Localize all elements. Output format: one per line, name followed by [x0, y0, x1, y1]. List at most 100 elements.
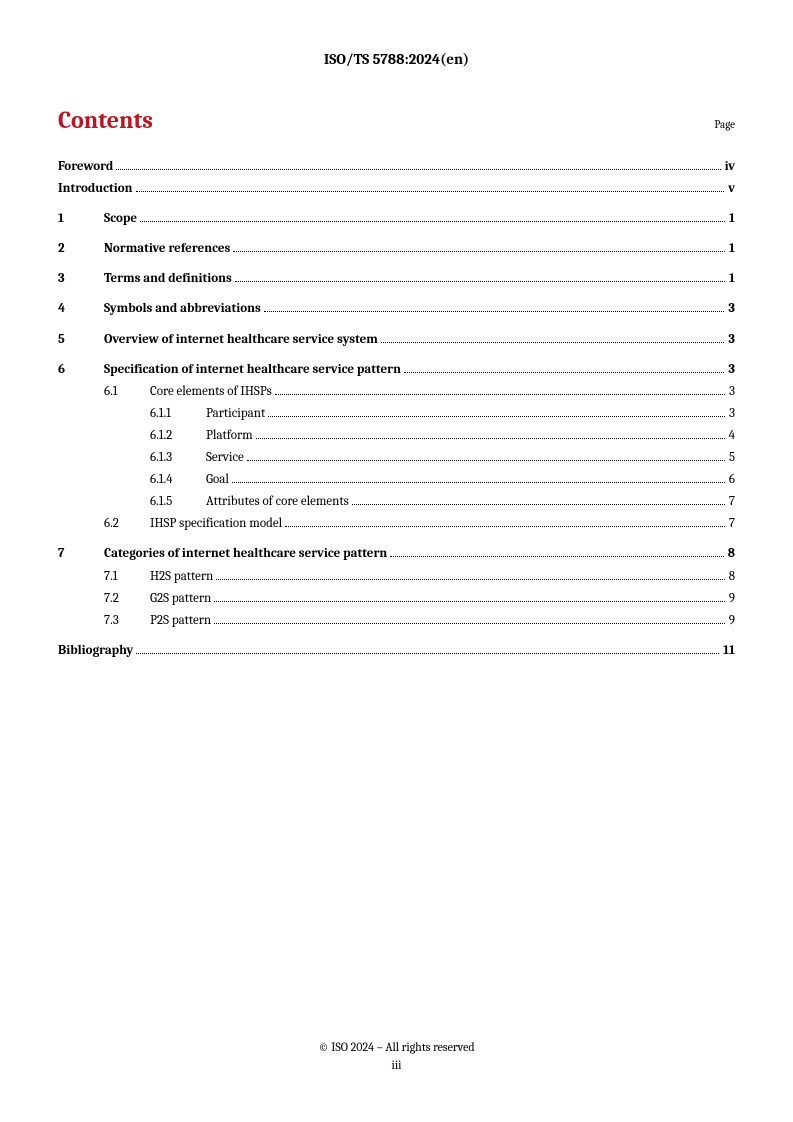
footer-copyright: © ISO 2024 – All rights reserved	[0, 1038, 793, 1056]
toc-number: 6.1.5	[150, 491, 206, 513]
toc-leader	[214, 623, 725, 624]
toc-title: Introduction	[58, 178, 133, 200]
toc-title: Scope	[104, 208, 137, 230]
toc-entry-6-1-2: 6.1.2 Platform 4	[58, 425, 735, 447]
toc-leader	[247, 460, 725, 461]
toc-number: 1	[58, 208, 104, 230]
toc-page: 11	[721, 640, 735, 662]
toc-page: 3	[726, 329, 735, 351]
toc-page: 3	[727, 403, 735, 425]
page-footer: © ISO 2024 – All rights reserved iii	[0, 1038, 793, 1074]
toc-title: Participant	[206, 403, 265, 425]
toc-leader	[136, 191, 725, 192]
toc-leader	[136, 653, 719, 654]
toc-page: 1	[727, 208, 735, 230]
toc-title: Platform	[206, 425, 253, 447]
toc-entry-7: 7 Categories of internet healthcare serv…	[58, 543, 735, 565]
footer-page-number: iii	[0, 1056, 793, 1074]
contents-heading: Contents	[58, 106, 153, 134]
toc-leader	[381, 342, 725, 343]
table-of-contents: Foreword iv Introduction v 1 Scope 1 2 N…	[58, 156, 735, 662]
toc-title: Categories of internet healthcare servic…	[104, 543, 387, 565]
toc-page: 3	[726, 359, 735, 381]
toc-page: 9	[727, 610, 735, 632]
toc-leader	[268, 416, 725, 417]
toc-number: 3	[58, 268, 104, 290]
toc-entry-7-2: 7.2 G2S pattern 9	[58, 588, 735, 610]
toc-number: 6.1.2	[150, 425, 206, 447]
toc-leader	[216, 579, 724, 580]
toc-number: 6.1.1	[150, 403, 206, 425]
toc-entry-7-3: 7.3 P2S pattern 9	[58, 610, 735, 632]
toc-title: Core elements of IHSPs	[150, 381, 272, 403]
toc-number: 6.1	[104, 381, 150, 403]
toc-title: Goal	[206, 469, 229, 491]
toc-title: Symbols and abbreviations	[104, 298, 261, 320]
toc-title: Terms and definitions	[104, 268, 232, 290]
toc-title: P2S pattern	[150, 610, 211, 632]
toc-page: 3	[727, 381, 735, 403]
toc-leader	[214, 601, 725, 602]
toc-entry-bibliography: Bibliography 11	[58, 640, 735, 662]
toc-number: 6.1.4	[150, 469, 206, 491]
document-id-header: ISO/TS 5788:2024(en)	[58, 50, 735, 68]
toc-page: 7	[727, 513, 735, 535]
toc-page: 8	[726, 543, 735, 565]
toc-page: 8	[727, 566, 735, 588]
toc-page: v	[726, 178, 735, 200]
toc-leader	[390, 556, 724, 557]
toc-entry-7-1: 7.1 H2S pattern 8	[58, 566, 735, 588]
toc-title: Specification of internet healthcare ser…	[104, 359, 401, 381]
contents-title-row: Contents Page	[58, 106, 735, 134]
toc-entry-2: 2 Normative references 1	[58, 238, 735, 260]
toc-leader	[140, 221, 725, 222]
toc-leader	[256, 438, 725, 439]
toc-number: 7.3	[104, 610, 150, 632]
toc-title: Foreword	[58, 156, 113, 178]
toc-title: H2S pattern	[150, 566, 213, 588]
toc-page: iv	[723, 156, 735, 178]
toc-leader	[235, 281, 725, 282]
page-column-label: Page	[714, 118, 735, 131]
toc-number: 5	[58, 329, 104, 351]
toc-title: Service	[206, 447, 244, 469]
toc-page: 1	[727, 238, 735, 260]
toc-page: 3	[726, 298, 735, 320]
toc-title: Bibliography	[58, 640, 133, 662]
toc-leader	[352, 504, 725, 505]
toc-number: 2	[58, 238, 104, 260]
toc-entry-6-2: 6.2 IHSP specification model 7	[58, 513, 735, 535]
toc-number: 7.1	[104, 566, 150, 588]
toc-entry-foreword: Foreword iv	[58, 156, 735, 178]
toc-page: 9	[727, 588, 735, 610]
toc-number: 4	[58, 298, 104, 320]
toc-page: 5	[727, 447, 735, 469]
toc-page: 7	[727, 491, 735, 513]
toc-title: Attributes of core elements	[206, 491, 349, 513]
toc-entry-6-1-4: 6.1.4 Goal 6	[58, 469, 735, 491]
toc-entry-4: 4 Symbols and abbreviations 3	[58, 298, 735, 320]
toc-leader	[232, 482, 725, 483]
toc-entry-6-1-5: 6.1.5 Attributes of core elements 7	[58, 491, 735, 513]
toc-number: 6.2	[104, 513, 150, 535]
toc-entry-1: 1 Scope 1	[58, 208, 735, 230]
toc-entry-6-1-3: 6.1.3 Service 5	[58, 447, 735, 469]
toc-number: 6.1.3	[150, 447, 206, 469]
toc-page: 4	[727, 425, 735, 447]
toc-entry-introduction: Introduction v	[58, 178, 735, 200]
toc-entry-6-1-1: 6.1.1 Participant 3	[58, 403, 735, 425]
toc-title: Normative references	[104, 238, 230, 260]
toc-title: G2S pattern	[150, 588, 211, 610]
toc-entry-3: 3 Terms and definitions 1	[58, 268, 735, 290]
toc-number: 7.2	[104, 588, 150, 610]
toc-leader	[275, 394, 725, 395]
toc-entry-6-1: 6.1 Core elements of IHSPs 3	[58, 381, 735, 403]
toc-title: IHSP specification model	[150, 513, 282, 535]
toc-entry-6: 6 Specification of internet healthcare s…	[58, 359, 735, 381]
toc-title: Overview of internet healthcare service …	[104, 329, 378, 351]
toc-number: 7	[58, 543, 104, 565]
toc-number: 6	[58, 359, 104, 381]
toc-leader	[233, 251, 725, 252]
toc-page: 6	[727, 469, 735, 491]
toc-page: 1	[727, 268, 735, 290]
